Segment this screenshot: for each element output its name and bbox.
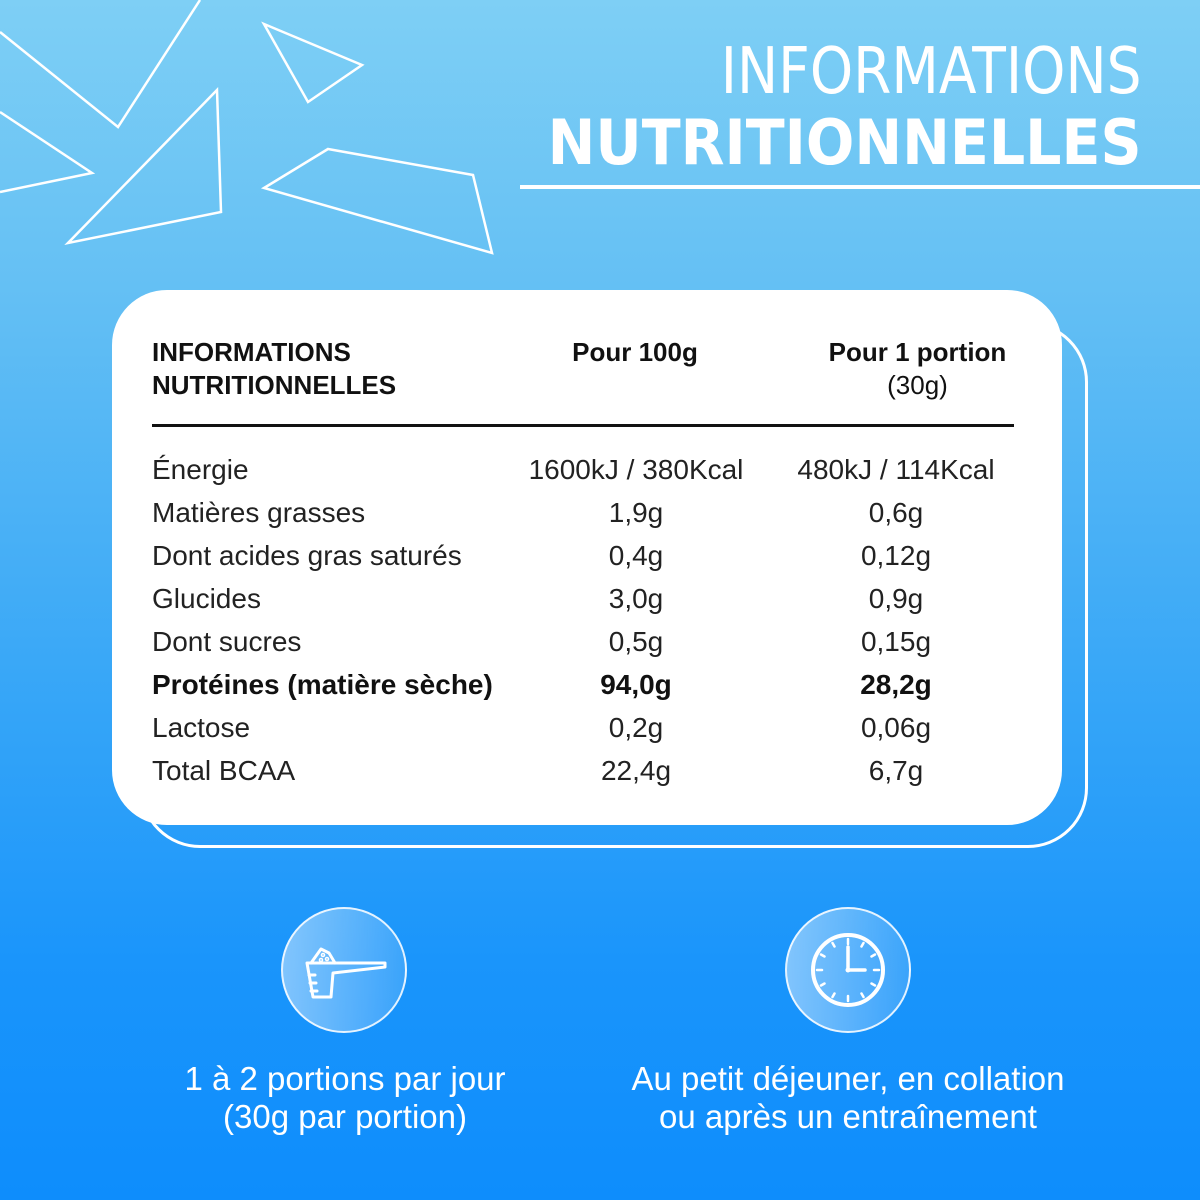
- table-row: Matières grasses 1,9g 0,6g: [152, 491, 1032, 534]
- page-title: INFORMATIONS NUTRITIONNELLES: [496, 36, 1142, 178]
- header-portion-size: (30g): [887, 370, 948, 400]
- serving-line-1: 1 à 2 portions par jour: [184, 1060, 506, 1097]
- row-per100: 22,4g: [600, 754, 672, 786]
- measuring-scoop-icon: [281, 907, 407, 1033]
- row-per-portion: 28,2g: [860, 668, 932, 700]
- title-line-2: NUTRITIONNELLES: [548, 106, 1142, 179]
- row-per-portion: 0,15g: [860, 625, 932, 657]
- row-label: Matières grasses: [152, 496, 366, 528]
- row-per100: 0,5g: [608, 625, 664, 657]
- row-label: Protéines (matière sèche): [152, 668, 493, 700]
- row-per100: 0,4g: [608, 539, 664, 571]
- row-per-portion: 0,9g: [868, 582, 924, 614]
- nutrition-table-card: INFORMATIONS NUTRITIONNELLES Pour 100g P…: [112, 290, 1062, 825]
- table-row: Total BCAA 22,4g 6,7g: [152, 749, 1032, 792]
- timing-line-2: ou après un entraînement: [659, 1098, 1037, 1135]
- header-line-1: INFORMATIONS: [152, 337, 351, 367]
- row-label: Lactose: [152, 711, 251, 743]
- table-row: Dont acides gras saturés 0,4g 0,12g: [152, 534, 1032, 577]
- table-row: Énergie 1600kJ / 380Kcal 480kJ / 114Kcal: [152, 448, 1032, 491]
- row-per100: 0,2g: [608, 711, 664, 743]
- header-portion-label: Pour 1 portion: [828, 337, 1007, 367]
- row-per-portion: 6,7g: [868, 754, 924, 786]
- table-body: Énergie 1600kJ / 380Kcal 480kJ / 114Kcal M…: [152, 448, 1032, 792]
- clock-icon: [785, 907, 911, 1033]
- header-line-2: NUTRITIONNELLES: [152, 370, 397, 400]
- row-per-portion: 0,6g: [868, 496, 924, 528]
- row-per-portion: 0,12g: [860, 539, 932, 571]
- row-per100: 1600kJ / 380Kcal: [528, 453, 744, 485]
- table-header-per100: Pour 100g: [572, 337, 698, 367]
- title-underline: [520, 185, 1200, 189]
- row-label: Dont acides gras saturés: [152, 539, 462, 571]
- serving-line-2: (30g par portion): [223, 1098, 467, 1135]
- row-per100: 1,9g: [608, 496, 664, 528]
- row-per100: 94,0g: [600, 668, 672, 700]
- row-label: Dont sucres: [152, 625, 302, 657]
- timing-line-1: Au petit déjeuner, en collation: [631, 1060, 1065, 1097]
- row-per100: 3,0g: [608, 582, 664, 614]
- row-label: Énergie: [152, 453, 249, 485]
- table-row: Dont sucres 0,5g 0,15g: [152, 620, 1032, 663]
- row-per-portion: 480kJ / 114Kcal: [797, 453, 995, 485]
- row-label: Total BCAA: [152, 754, 296, 786]
- serving-caption: 1 à 2 portions par jour (30g par portion…: [130, 1060, 560, 1136]
- decorative-triangles: [0, 0, 494, 255]
- timing-caption: Au petit déjeuner, en collation ou après…: [578, 1060, 1118, 1136]
- table-row: Lactose 0,2g 0,06g: [152, 706, 1032, 749]
- table-divider: [152, 424, 1014, 427]
- table-header-label: INFORMATIONS NUTRITIONNELLES: [152, 336, 396, 402]
- row-label: Glucides: [152, 582, 261, 614]
- title-line-1: INFORMATIONS: [721, 35, 1142, 109]
- table-row: Glucides 3,0g 0,9g: [152, 577, 1032, 620]
- table-row-highlight: Protéines (matière sèche) 94,0g 28,2g: [152, 663, 1032, 706]
- row-per-portion: 0,06g: [860, 711, 932, 743]
- table-header-per-portion: Pour 1 portion (30g): [800, 336, 1035, 402]
